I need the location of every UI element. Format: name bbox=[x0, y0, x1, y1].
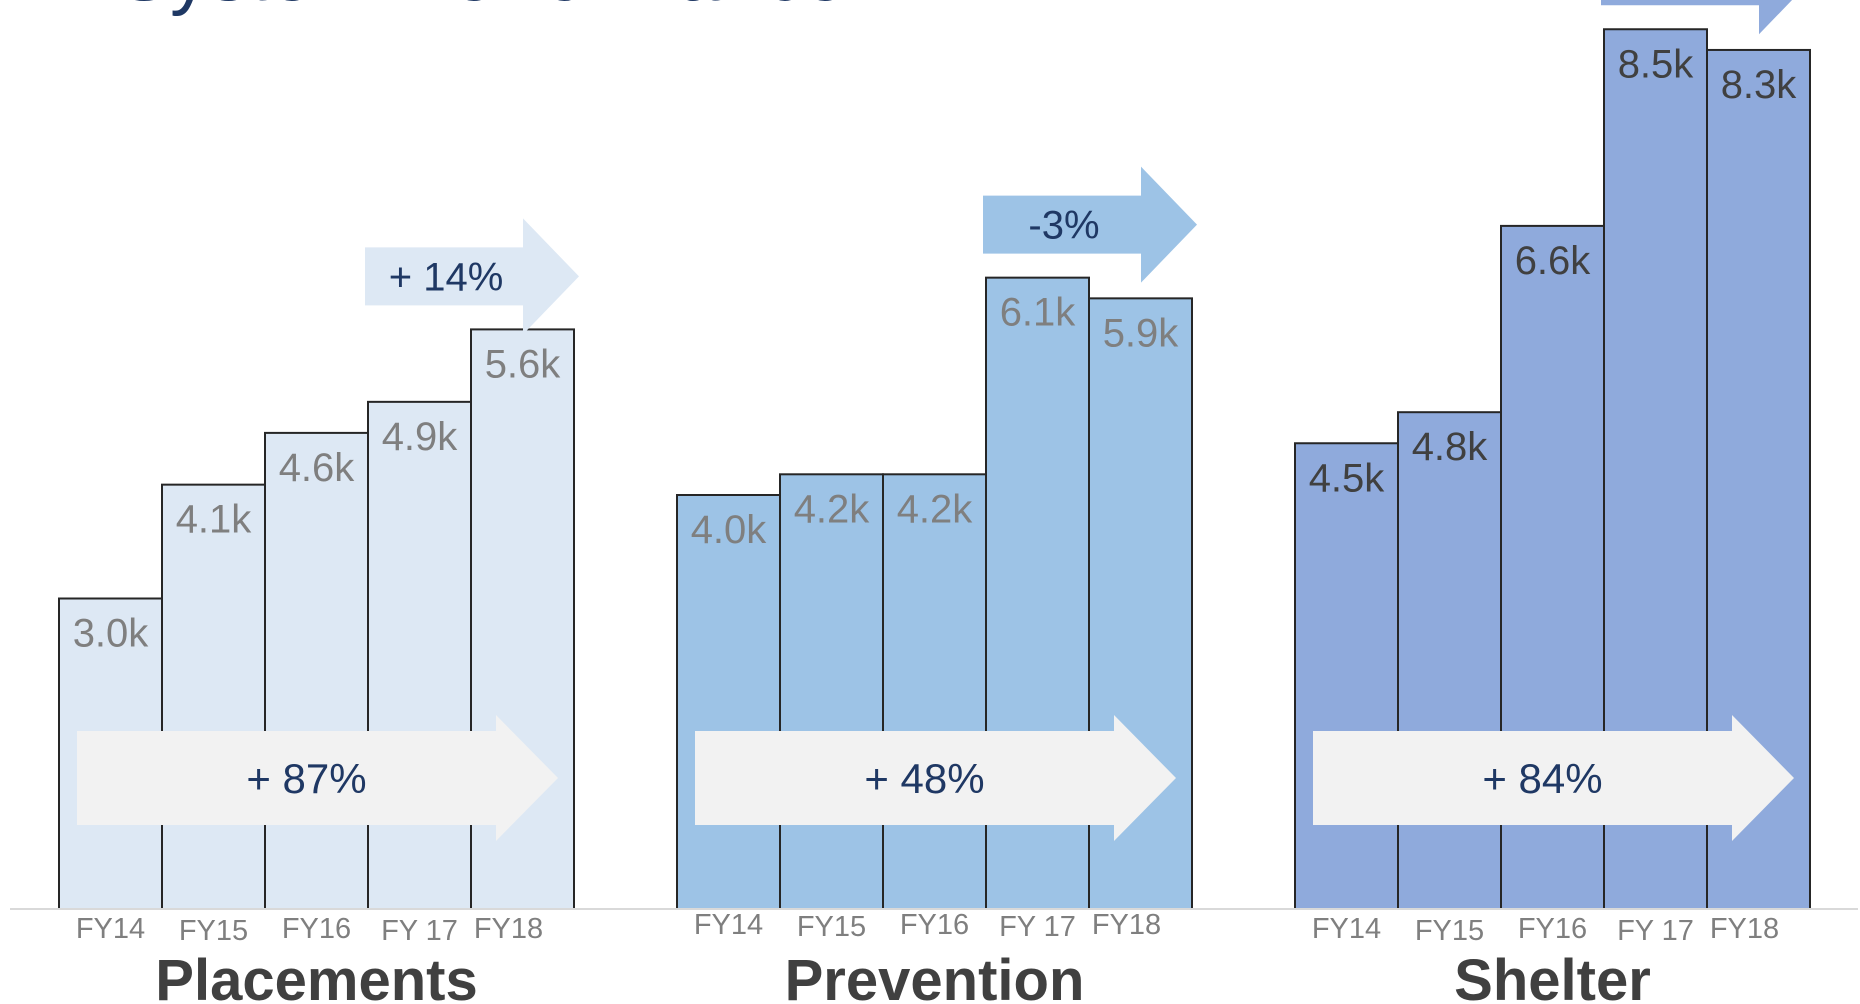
data-label: 8.5k bbox=[1618, 42, 1695, 86]
x-tick-label: FY15 bbox=[179, 915, 248, 947]
data-label: 4.8k bbox=[1412, 425, 1489, 469]
data-label: 4.1k bbox=[176, 498, 253, 542]
total-change-arrow bbox=[695, 715, 1176, 841]
data-label: 5.9k bbox=[1103, 311, 1180, 355]
data-label: 4.5k bbox=[1309, 456, 1386, 500]
x-tick-label: FY15 bbox=[797, 911, 866, 943]
group-prevention: 4.0k FY14 4.2k FY15 4.2k FY16 6.1k FY 17 5.9k FY1… bbox=[676, 166, 1197, 1004]
bar-prevention-2 bbox=[882, 473, 987, 910]
total-change-arrow bbox=[77, 715, 558, 841]
bar-placements-2 bbox=[264, 431, 369, 910]
annual-change-arrow bbox=[1601, 0, 1793, 35]
x-tick-label: FY18 bbox=[474, 913, 543, 945]
total-change-label: + 48% bbox=[864, 755, 984, 802]
bar-placements-3 bbox=[367, 400, 472, 910]
x-tick-label: FY18 bbox=[1710, 913, 1779, 945]
slide-title: System Performance bbox=[118, 0, 846, 17]
x-tick-label: FY14 bbox=[694, 909, 763, 941]
total-change-arrow bbox=[1313, 715, 1794, 841]
data-label: 4.2k bbox=[897, 487, 974, 531]
total-change-label: + 87% bbox=[246, 755, 366, 802]
bar-shelter-0 bbox=[1294, 442, 1399, 910]
x-tick-label: FY14 bbox=[76, 913, 145, 945]
data-label: 4.0k bbox=[691, 508, 768, 552]
data-label: 8.3k bbox=[1721, 63, 1798, 107]
x-tick-label: FY 17 bbox=[1617, 915, 1694, 947]
annual-change-label: -3% bbox=[1028, 204, 1099, 248]
data-label: 5.6k bbox=[485, 342, 562, 386]
x-tick-label: FY 17 bbox=[381, 915, 458, 947]
group-label: Shelter bbox=[1454, 948, 1651, 1004]
group-label: Placements bbox=[155, 948, 477, 1004]
data-label: 4.2k bbox=[794, 487, 871, 531]
x-tick-label: FY16 bbox=[282, 913, 351, 945]
group-placements: 3.0k FY14 4.1k FY15 4.6k FY16 4.9k FY 17 5.6k FY1… bbox=[58, 218, 579, 1004]
data-label: 4.6k bbox=[279, 446, 356, 490]
data-label: 6.6k bbox=[1515, 239, 1592, 283]
x-tick-label: FY18 bbox=[1092, 909, 1161, 941]
x-tick-label: FY16 bbox=[900, 909, 969, 941]
x-tick-label: FY14 bbox=[1312, 913, 1381, 945]
annual-change-arrow bbox=[365, 218, 579, 335]
data-label: 6.1k bbox=[1000, 291, 1077, 335]
annual-change-label: + 14% bbox=[389, 255, 504, 299]
annual-change-arrow bbox=[983, 166, 1197, 283]
bar-shelter-1 bbox=[1397, 411, 1502, 910]
bar-groups: 3.0k FY14 4.1k FY15 4.6k FY16 4.9k FY 17 5.6k FY1… bbox=[58, 0, 1811, 1004]
x-tick-label: FY16 bbox=[1518, 913, 1587, 945]
data-label: 4.9k bbox=[382, 415, 459, 459]
bar-prevention-0 bbox=[676, 494, 781, 910]
data-label: 3.0k bbox=[73, 612, 150, 656]
x-tick-label: FY 17 bbox=[999, 911, 1076, 943]
x-tick-label: FY15 bbox=[1415, 915, 1484, 947]
total-change-label: + 84% bbox=[1482, 755, 1602, 802]
group-label: Prevention bbox=[785, 948, 1085, 1004]
bar-placements-1 bbox=[161, 483, 266, 910]
bar-prevention-1 bbox=[779, 473, 884, 910]
group-shelter: 4.5k FY14 4.8k FY15 6.6k FY16 8.5k FY 17 8.3k FY1… bbox=[1294, 0, 1811, 1004]
